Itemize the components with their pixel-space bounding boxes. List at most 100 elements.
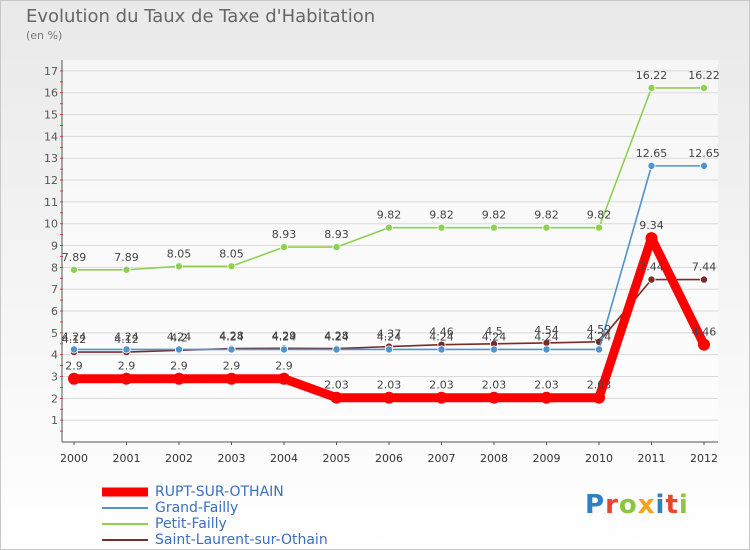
x-tick-label: 2008 [480,452,508,465]
data-label: 7.89 [62,251,87,264]
data-point [645,232,658,245]
y-tick-label: 6 [51,305,58,318]
y-tick-label: 2 [51,392,58,405]
data-point [540,391,553,404]
y-tick-label: 5 [51,327,58,340]
data-label: 4.54 [534,324,559,337]
y-tick-label: 1 [51,414,58,427]
x-tick-label: 2002 [165,452,193,465]
data-label: 8.05 [219,247,244,260]
data-label: 8.05 [167,247,192,260]
data-point [542,223,551,232]
x-tick-label: 2000 [60,452,88,465]
y-tick-label: 7 [51,283,58,296]
data-point [120,372,133,385]
y-tick-label: 17 [44,65,58,78]
data-label: 9.82 [534,209,559,222]
data-label: 9.82 [377,209,402,222]
data-point [595,345,604,354]
data-label: 4.12 [114,333,139,346]
x-tick-label: 2005 [323,452,351,465]
legend-label: Grand-Failly [155,500,239,516]
data-label: 2.03 [324,379,349,392]
data-label: 7.44 [639,261,664,274]
data-point [593,391,605,404]
y-tick-label: 9 [51,240,58,253]
data-label: 2.03 [587,379,612,392]
data-label: 4.24 [272,330,297,343]
data-point [542,345,551,354]
data-label: 2.9 [118,360,136,373]
data-point [174,345,183,354]
y-tick-label: 16 [44,87,58,100]
data-point [435,391,448,404]
chart-title: Evolution du Taux de Taxe d'Habitation [26,6,376,27]
data-label: 4.46 [692,326,717,339]
data-point [70,265,79,274]
data-point [384,345,393,354]
data-label: 9.82 [429,209,454,222]
data-label: 4.24 [482,330,507,343]
data-point [227,262,236,271]
data-label: 4.24 [377,330,402,343]
data-label: 7.44 [692,261,717,274]
data-label: 4.24 [534,330,559,343]
data-label: 4.2 [170,331,188,344]
data-point [437,345,446,354]
data-point [278,372,290,385]
data-label: 2.9 [65,360,83,373]
data-label: 4.24 [62,330,87,343]
data-label: 4.5 [485,325,503,338]
data-point [227,345,236,354]
data-label: 2.03 [482,379,507,392]
data-point [437,223,446,232]
data-point [700,161,709,170]
data-label: 9.34 [639,219,664,232]
y-tick-label: 3 [51,371,58,384]
data-point [647,275,656,284]
x-tick-label: 2010 [585,452,613,465]
data-label: 4.12 [62,333,87,346]
data-point [279,345,288,354]
data-label: 4.24 [429,330,454,343]
data-label: 7.89 [114,251,139,264]
data-point [698,338,710,351]
y-tick-label: 14 [44,130,58,143]
chart-subtitle: (en %) [26,29,63,42]
y-tick-label: 4 [51,349,58,362]
data-label: 9.82 [482,209,507,222]
x-tick-label: 2007 [428,452,456,465]
x-tick-label: 2012 [690,452,718,465]
data-label: 4.24 [219,330,244,343]
legend-label: RUPT-SUR-OTHAIN [155,484,284,500]
data-point [489,223,498,232]
data-point [383,391,395,404]
proxiti-logo: Proxiti [585,490,689,520]
data-point [595,223,604,232]
y-tick-label: 8 [51,261,58,274]
data-point [488,391,500,404]
data-label: 4.46 [429,326,454,339]
y-tick-label: 10 [44,218,58,231]
data-point [647,83,656,92]
data-point [330,391,343,404]
data-label: 4.59 [587,323,612,336]
x-tick-label: 2011 [638,452,666,465]
legend-label: Saint-Laurent-sur-Othain [155,532,328,548]
data-label: 4.28 [324,330,349,343]
data-point [225,372,238,385]
data-label: 12.65 [636,147,668,160]
y-tick-label: 13 [44,152,58,165]
x-tick-label: 2004 [270,452,298,465]
data-point [122,345,131,354]
data-point [279,243,288,252]
data-label: 2.9 [275,360,293,373]
x-tick-label: 2003 [218,452,246,465]
data-label: 16.22 [636,69,668,82]
data-label: 4.24 [114,330,139,343]
y-tick-label: 12 [44,174,58,187]
x-tick-label: 2006 [375,452,403,465]
data-label: 2.9 [223,360,241,373]
data-point [70,345,79,354]
